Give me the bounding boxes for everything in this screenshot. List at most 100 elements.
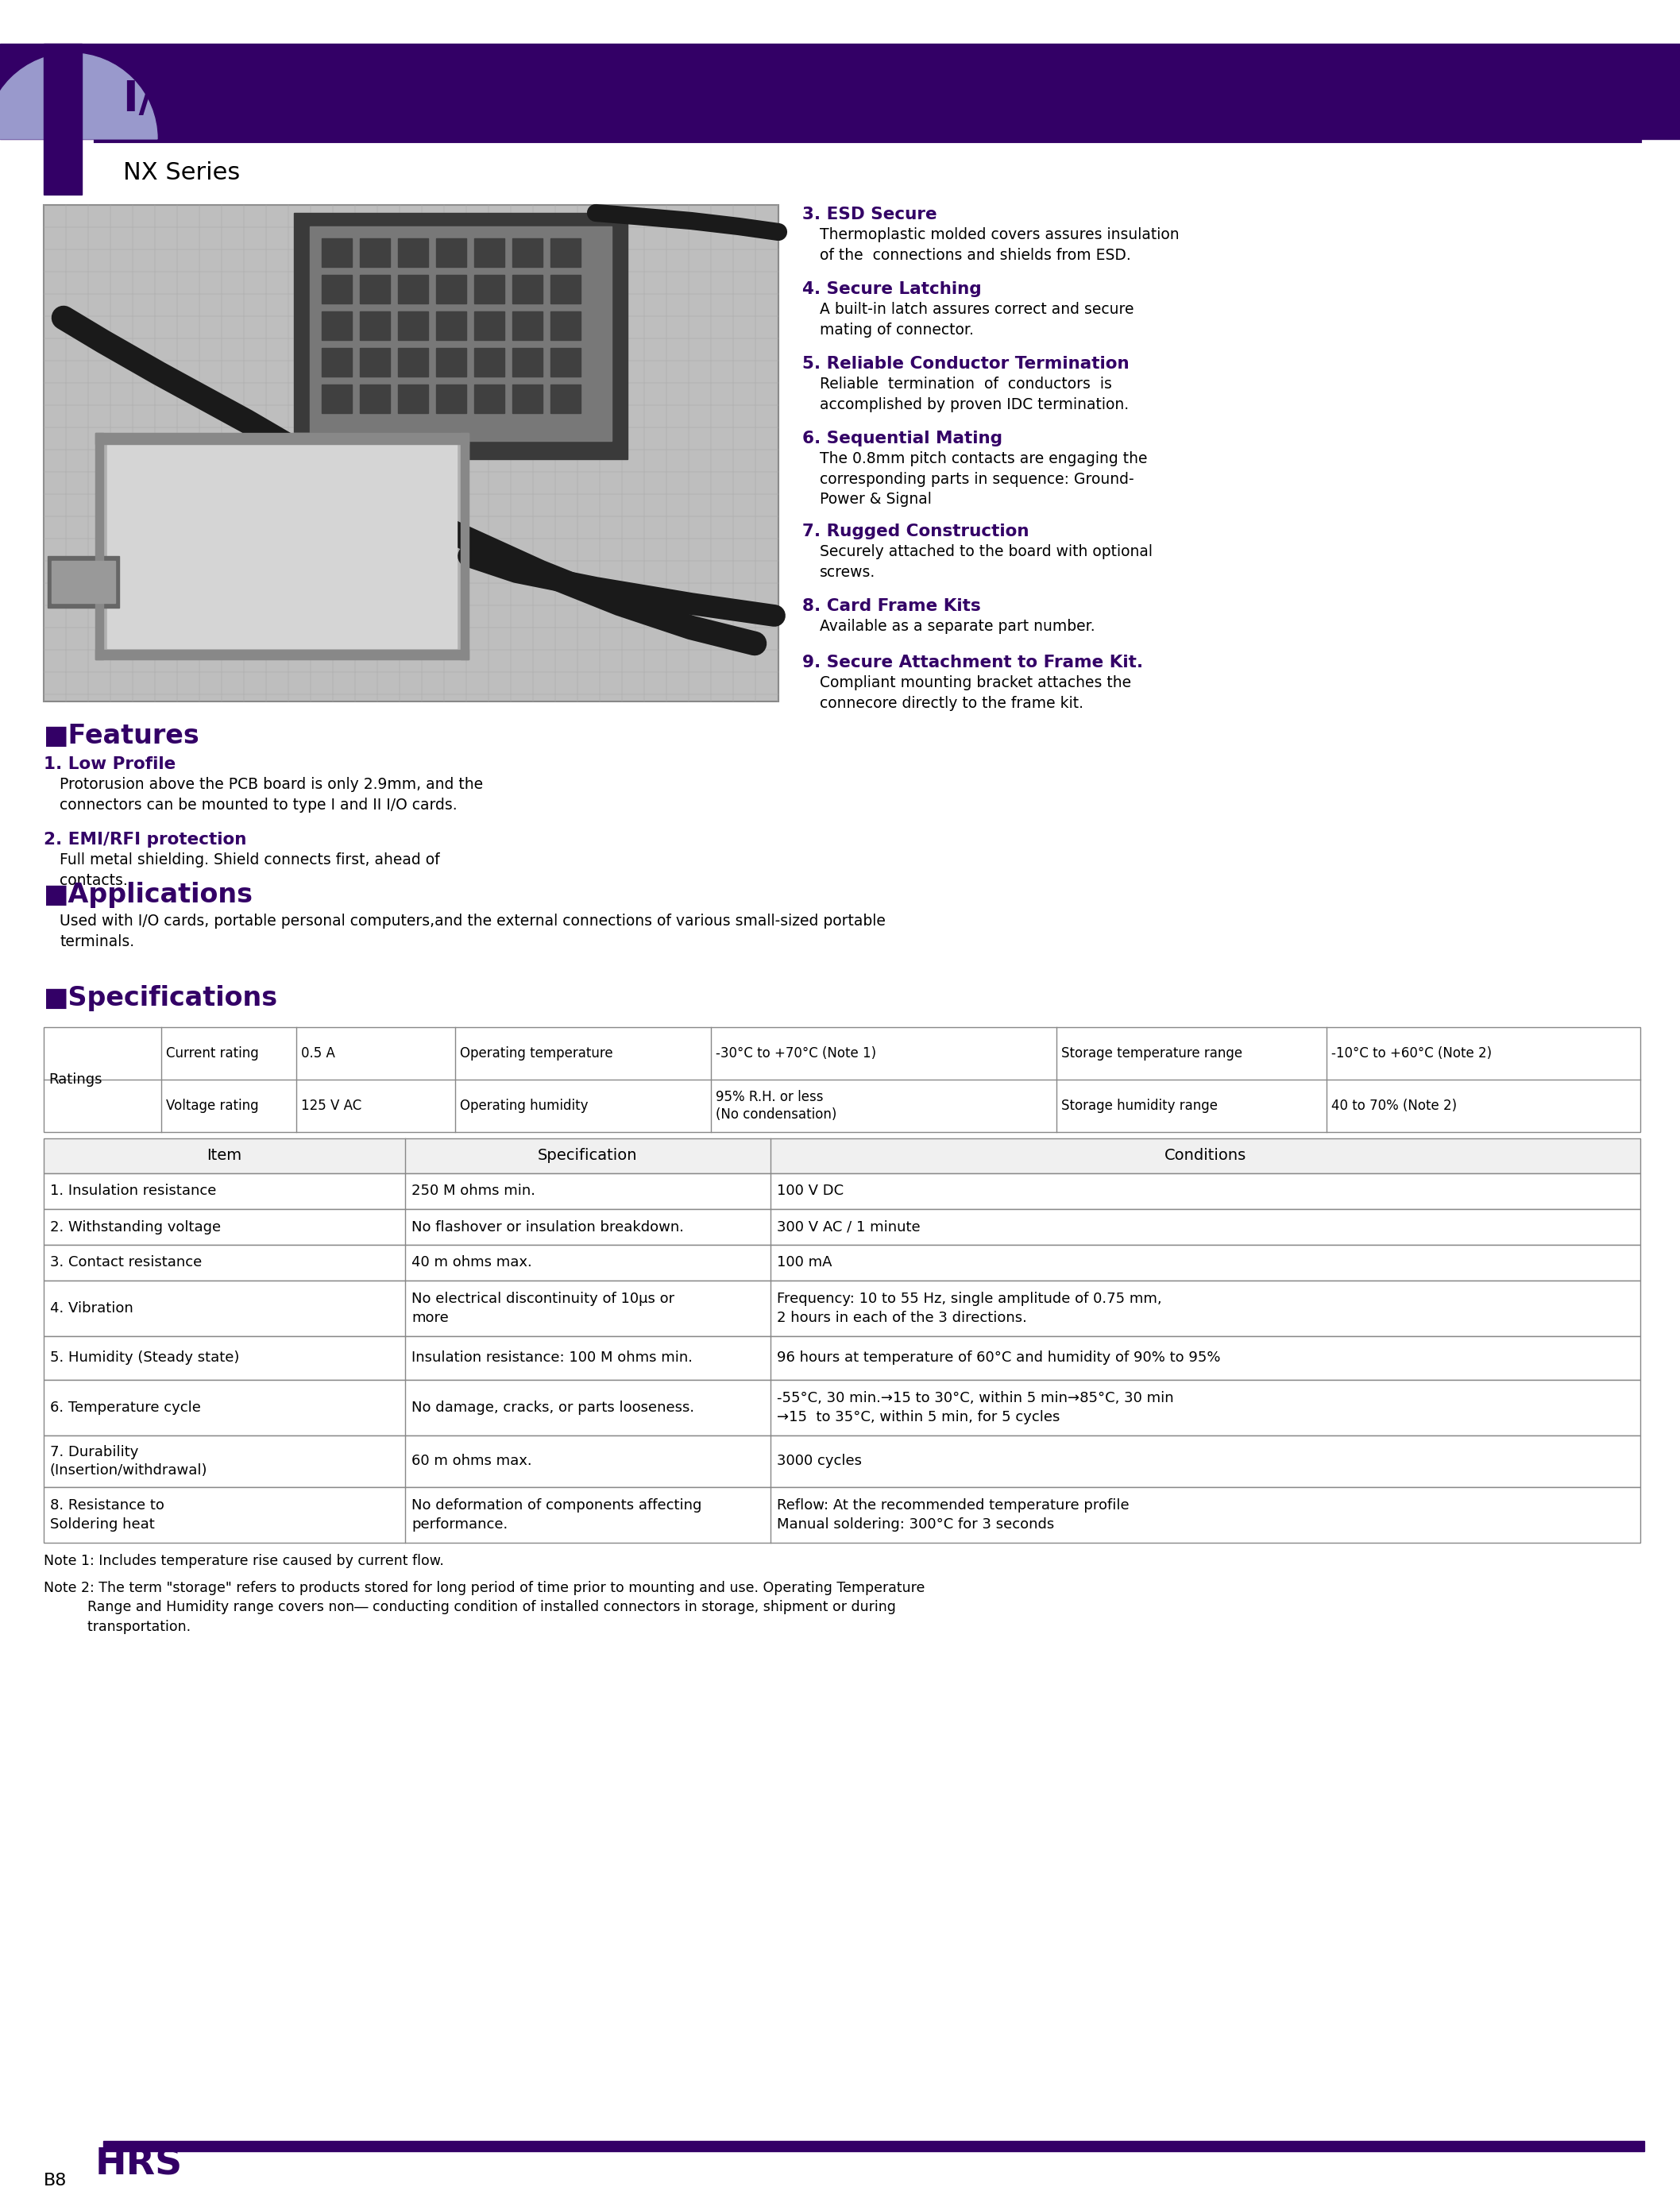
Bar <box>512 276 543 304</box>
Text: 6. Sequential Mating: 6. Sequential Mating <box>803 431 1003 446</box>
Text: Voltage rating: Voltage rating <box>166 1098 259 1113</box>
Text: 0.5 A: 0.5 A <box>301 1045 334 1061</box>
Text: No flashover or insulation breakdown.: No flashover or insulation breakdown. <box>412 1220 684 1233</box>
Bar <box>437 276 467 304</box>
Text: Securely attached to the board with optional
screws.: Securely attached to the board with opti… <box>820 545 1152 580</box>
Bar <box>360 276 390 304</box>
Text: 1. Low Profile: 1. Low Profile <box>44 757 176 772</box>
Text: -30°C to +70°C (Note 1): -30°C to +70°C (Note 1) <box>716 1045 877 1061</box>
Text: Thermoplastic molded covers assures insulation
of the  connections and shields f: Thermoplastic molded covers assures insu… <box>820 227 1179 262</box>
Text: Note 1: Includes temperature rise caused by current flow.: Note 1: Includes temperature rise caused… <box>44 1553 444 1568</box>
Bar <box>96 650 469 658</box>
Bar <box>44 1487 1640 1542</box>
Text: 6. Temperature cycle: 6. Temperature cycle <box>50 1400 202 1415</box>
Text: 4. Secure Latching: 4. Secure Latching <box>803 282 981 297</box>
Bar <box>398 385 428 413</box>
Text: Reliable  termination  of  conductors  is
accomplished by proven IDC termination: Reliable termination of conductors is ac… <box>820 376 1129 411</box>
Bar <box>398 238 428 267</box>
Bar <box>321 311 351 339</box>
Text: Operating temperature: Operating temperature <box>460 1045 613 1061</box>
Text: ■Applications: ■Applications <box>44 881 254 908</box>
Bar <box>102 2141 1645 2152</box>
Text: 9. Secure Attachment to Frame Kit.: 9. Secure Attachment to Frame Kit. <box>803 654 1142 671</box>
Bar <box>360 238 390 267</box>
Bar <box>44 206 778 702</box>
Text: 100 V DC: 100 V DC <box>776 1183 843 1198</box>
Text: 100 mA: 100 mA <box>776 1255 832 1271</box>
Bar <box>398 311 428 339</box>
Bar <box>437 348 467 376</box>
Text: Note 2: The term "storage" refers to products stored for long period of time pri: Note 2: The term "storage" refers to pro… <box>44 1581 926 1634</box>
Bar <box>0 44 1680 140</box>
Text: 8. Resistance to
Soldering heat: 8. Resistance to Soldering heat <box>50 1498 165 1531</box>
Text: -55°C, 30 min.→15 to 30°C, within 5 min→85°C, 30 min
→15  to 35°C, within 5 min,: -55°C, 30 min.→15 to 30°C, within 5 min→… <box>776 1391 1174 1424</box>
Bar <box>512 385 543 413</box>
Text: 3. Contact resistance: 3. Contact resistance <box>50 1255 202 1271</box>
Bar <box>512 238 543 267</box>
Bar <box>474 276 504 304</box>
Text: -10°C to +60°C (Note 2): -10°C to +60°C (Note 2) <box>1331 1045 1492 1061</box>
Bar <box>512 348 543 376</box>
Bar <box>44 1139 1640 1174</box>
Text: HRS: HRS <box>96 2148 183 2183</box>
Text: 40 to 70% (Note 2): 40 to 70% (Note 2) <box>1331 1098 1457 1113</box>
Bar <box>398 348 428 376</box>
Bar <box>44 1244 1640 1282</box>
Text: Item: Item <box>207 1148 242 1163</box>
Bar <box>309 227 612 442</box>
Bar <box>551 238 581 267</box>
Bar <box>47 555 119 608</box>
Bar <box>360 311 390 339</box>
Text: Used with I/O cards, portable personal computers,and the external connections of: Used with I/O cards, portable personal c… <box>59 914 885 949</box>
Bar <box>360 385 390 413</box>
Bar <box>294 212 628 459</box>
Text: Specification: Specification <box>538 1148 638 1163</box>
Bar <box>512 311 543 339</box>
Bar <box>474 311 504 339</box>
Text: 5. Humidity (Steady state): 5. Humidity (Steady state) <box>50 1352 239 1365</box>
Bar <box>321 238 351 267</box>
Text: 3000 cycles: 3000 cycles <box>776 1454 862 1467</box>
Bar <box>437 238 467 267</box>
Text: 7. Rugged Construction: 7. Rugged Construction <box>803 523 1030 540</box>
Bar <box>437 385 467 413</box>
Text: 40 m ohms max.: 40 m ohms max. <box>412 1255 533 1271</box>
Text: 125 V AC: 125 V AC <box>301 1098 361 1113</box>
Bar <box>398 276 428 304</box>
Bar <box>551 311 581 339</box>
Text: Compliant mounting bracket attaches the
connecore directly to the frame kit.: Compliant mounting bracket attaches the … <box>820 676 1131 711</box>
Text: Storage temperature range: Storage temperature range <box>1062 1045 1243 1061</box>
Text: 250 M ohms min.: 250 M ohms min. <box>412 1183 536 1198</box>
Bar <box>474 348 504 376</box>
Text: Frequency: 10 to 55 Hz, single amplitude of 0.75 mm,
2 hours in each of the 3 di: Frequency: 10 to 55 Hz, single amplitude… <box>776 1293 1163 1325</box>
Bar <box>460 433 469 658</box>
Bar <box>44 1282 1640 1336</box>
Bar <box>44 44 82 195</box>
Bar <box>44 1209 1640 1244</box>
Bar <box>44 1028 1640 1133</box>
Text: 7. Durability
(Insertion/withdrawal): 7. Durability (Insertion/withdrawal) <box>50 1446 208 1478</box>
Bar <box>551 385 581 413</box>
Text: ■Features: ■Features <box>44 724 200 750</box>
Text: A built-in latch assures correct and secure
mating of connector.: A built-in latch assures correct and sec… <box>820 302 1134 337</box>
Text: Insulation resistance: 100 M ohms min.: Insulation resistance: 100 M ohms min. <box>412 1352 692 1365</box>
Text: 60 m ohms max.: 60 m ohms max. <box>412 1454 533 1467</box>
Text: 4. Vibration: 4. Vibration <box>50 1301 133 1317</box>
Text: 3. ESD Secure: 3. ESD Secure <box>803 206 937 223</box>
Bar <box>108 444 457 647</box>
Text: Storage humidity range: Storage humidity range <box>1062 1098 1218 1113</box>
Bar <box>360 348 390 376</box>
Text: 5. Reliable Conductor Termination: 5. Reliable Conductor Termination <box>803 356 1129 372</box>
Text: 8. Card Frame Kits: 8. Card Frame Kits <box>803 599 981 615</box>
Text: I/O Card Interface Connectors: I/O Card Interface Connectors <box>123 79 823 120</box>
Text: Operating humidity: Operating humidity <box>460 1098 588 1113</box>
Text: B8: B8 <box>44 2172 67 2187</box>
Text: Protorusion above the PCB board is only 2.9mm, and the
connectors can be mounted: Protorusion above the PCB board is only … <box>59 776 484 814</box>
Bar <box>321 348 351 376</box>
Text: 2. EMI/RFI protection: 2. EMI/RFI protection <box>44 831 247 849</box>
Bar <box>437 311 467 339</box>
Text: Full metal shielding. Shield connects first, ahead of
contacts.: Full metal shielding. Shield connects fi… <box>59 853 440 888</box>
Bar <box>52 560 116 604</box>
Text: Conditions: Conditions <box>1164 1148 1247 1163</box>
Text: Current rating: Current rating <box>166 1045 259 1061</box>
